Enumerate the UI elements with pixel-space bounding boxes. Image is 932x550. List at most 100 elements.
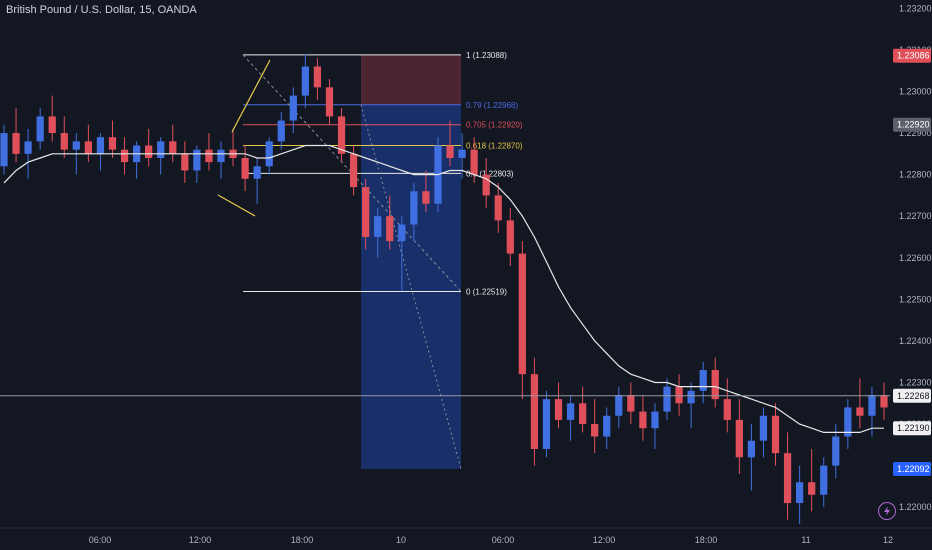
time-axis-tick: 12:00 (189, 535, 212, 545)
candle-body (663, 386, 671, 412)
candle-body (470, 149, 478, 175)
candle-body (808, 482, 816, 495)
candle-body (193, 149, 201, 171)
candle-body (181, 153, 189, 171)
candle-body (687, 390, 695, 404)
candle-body (362, 187, 370, 237)
candle-body (12, 133, 20, 154)
candle-body (313, 66, 322, 88)
candle-body (169, 141, 177, 154)
candle-body (615, 394, 623, 416)
candle-body (205, 149, 213, 163)
candle-body (458, 149, 466, 158)
price-axis-tick: 1.22600 (899, 253, 932, 263)
candle-body (72, 141, 80, 150)
price-axis-tick: 1.22700 (899, 211, 932, 221)
candle-body (832, 436, 840, 466)
candle-body (337, 116, 346, 154)
candle-body (108, 137, 117, 150)
candle-body (820, 465, 828, 495)
time-axis-tick: 12:00 (593, 535, 616, 545)
candle-body (157, 141, 165, 158)
candle-body (120, 149, 129, 163)
fibonacci-retracement[interactable]: 1 (1.23088) 0.79 (1.22968) 0.705 (1.22920)… (242, 51, 523, 470)
candle-body (325, 87, 334, 117)
price-tag-crosshair: 1.22920 (897, 120, 930, 130)
candle-body (217, 149, 225, 163)
candle-body (36, 116, 44, 142)
candle-body (856, 407, 864, 416)
candle-body (386, 216, 394, 242)
position-target-zone[interactable] (361, 104, 461, 469)
position-stop-zone[interactable] (361, 54, 461, 105)
price-axis-tick: 1.23000 (899, 86, 932, 96)
candle-body (591, 424, 599, 437)
fib-level-0-5-label: 0.5 (1.22803) (466, 169, 514, 178)
candle-body (735, 419, 743, 458)
candle-body (747, 440, 756, 458)
candle-body (530, 374, 539, 450)
moving-average-line (3, 144, 884, 433)
price-tag-last-price: 1.22092 (897, 464, 930, 474)
candle-body (410, 191, 418, 225)
candle-body (24, 141, 32, 154)
candle-body (699, 370, 707, 391)
candle-body (349, 153, 358, 188)
candle-body (84, 141, 92, 154)
fib-level-0-618-label: 0.618 (1.22870) (466, 142, 523, 151)
candle-body (301, 66, 309, 96)
time-axis-tick: 11 (801, 535, 810, 545)
candle-body (723, 399, 731, 420)
candle-body (566, 403, 575, 420)
candle-body (844, 407, 852, 437)
candle-body (398, 224, 406, 242)
candle-body (60, 133, 68, 150)
price-axis-tick: 1.22000 (899, 502, 932, 512)
fib-level-0-79-label: 0.79 (1.22968) (466, 101, 518, 110)
candle-body (579, 403, 587, 425)
candle-body (868, 394, 876, 416)
candle-body (374, 216, 382, 237)
tradingview-logo-icon[interactable] (878, 502, 896, 520)
candle-body (627, 394, 635, 412)
pattern-leg-lower[interactable] (217, 194, 256, 217)
candle-body (783, 453, 792, 504)
price-tag-last-price-bg (893, 461, 931, 476)
candle-body (241, 157, 249, 179)
price-tag-sell-target-bg (893, 48, 931, 63)
price-tag-horizontal-line: 1.22268 (897, 391, 930, 401)
price-tag-moving-average-bg (893, 421, 931, 436)
short-position-tool[interactable] (361, 54, 461, 469)
candle-body (711, 370, 719, 400)
price-tags: 1.23086 1.22920 1.22268 1.22190 1.22092 (893, 48, 931, 476)
candle-body (289, 95, 297, 121)
candle-body (494, 195, 502, 221)
time-axis-tick: 06:00 (492, 535, 515, 545)
candle-body (639, 411, 647, 429)
symbol-title: British Pound / U.S. Dollar, 15, OANDA (6, 4, 197, 16)
candle-body (145, 145, 153, 158)
price-tag-moving-average: 1.22190 (897, 423, 930, 433)
time-axis-tick: 10 (396, 535, 406, 545)
price-tag-crosshair-bg (893, 117, 931, 132)
moving-average-path (3, 144, 884, 433)
price-axis-tick: 1.22300 (899, 377, 932, 387)
time-axis-tick: 12 (883, 535, 893, 545)
price-tag-sell-target: 1.23086 (897, 51, 930, 61)
fib-level-0-705-label: 0.705 (1.22920) (466, 121, 523, 130)
time-axis-tick: 18:00 (291, 535, 314, 545)
price-axis-tick: 1.22400 (899, 336, 932, 346)
candle-body (796, 482, 804, 504)
candle-body (0, 133, 8, 167)
candle-body (253, 166, 261, 179)
pattern-drawing[interactable] (217, 59, 271, 217)
candle-body (759, 415, 768, 441)
candle-body (48, 116, 56, 134)
candle-body (518, 253, 526, 375)
pattern-leg-upper[interactable] (231, 59, 271, 133)
fib-level-1-label: 1 (1.23088) (466, 51, 507, 60)
time-axis[interactable]: 06:00 12:00 18:00 10 06:00 12:00 18:00 11 12 (89, 535, 893, 545)
candle-body (506, 220, 514, 254)
